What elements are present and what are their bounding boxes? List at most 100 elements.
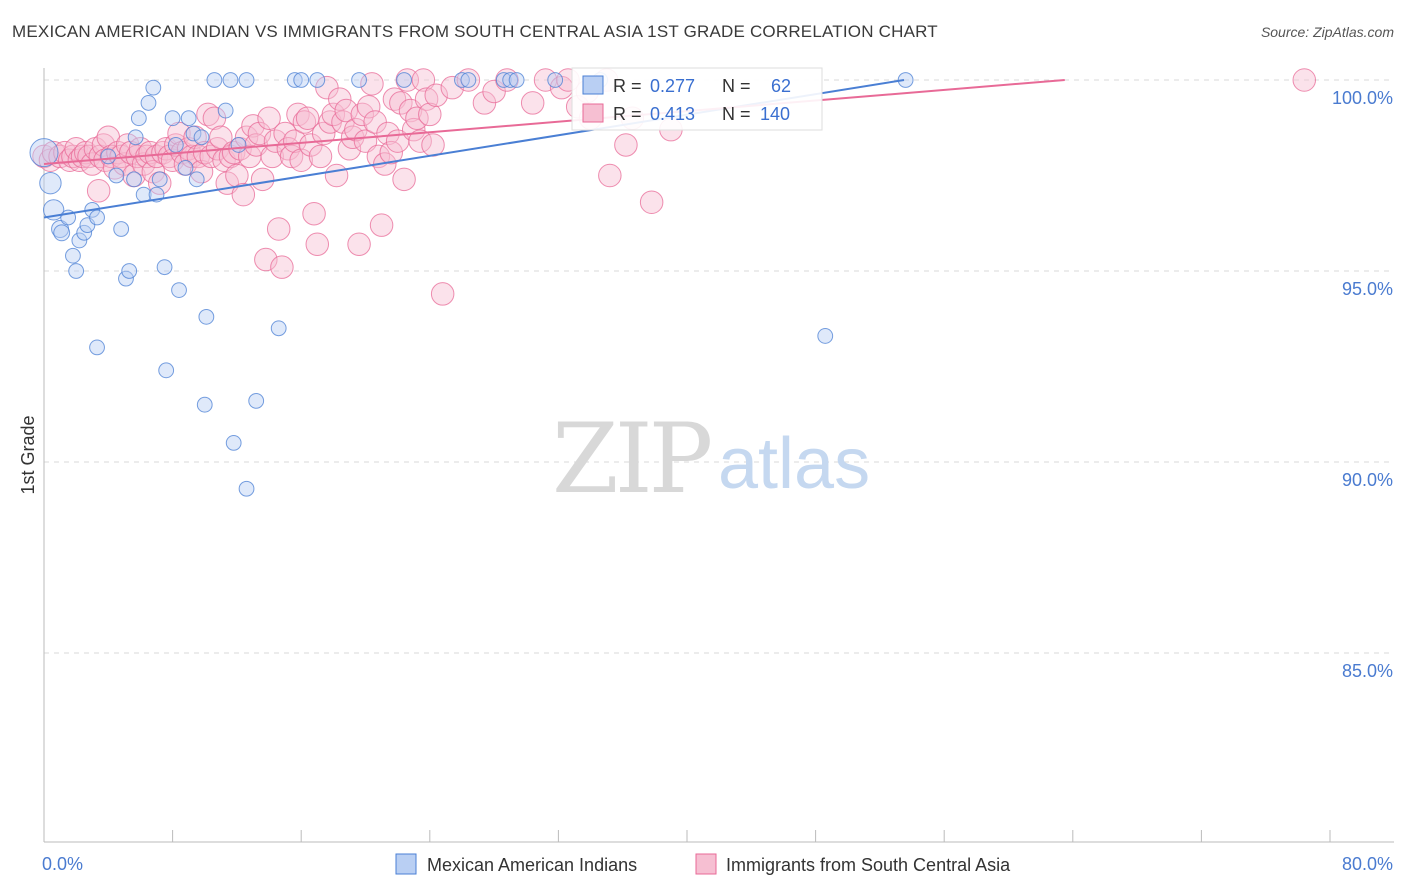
scatter-point bbox=[295, 106, 320, 130]
legend-swatch-pink bbox=[582, 103, 604, 123]
n-label-2: N = bbox=[722, 104, 751, 124]
scatter-point bbox=[430, 282, 455, 306]
scatter-point bbox=[366, 144, 391, 169]
scatter-point bbox=[302, 201, 326, 226]
scatter-point bbox=[502, 72, 519, 88]
scatter-point bbox=[424, 83, 448, 108]
scatter-point bbox=[614, 133, 638, 157]
scatter-point bbox=[353, 129, 378, 153]
scatter-point bbox=[32, 144, 56, 169]
trend-line-immigrants bbox=[43, 79, 1065, 166]
scatter-point bbox=[158, 362, 175, 379]
chart-title: MEXICAN AMERICAN INDIAN VS IMMIGRANTS FR… bbox=[12, 22, 938, 41]
scatter-point bbox=[309, 72, 326, 88]
scatter-point bbox=[398, 98, 423, 123]
scatter-point bbox=[164, 110, 181, 127]
scatter-point bbox=[167, 137, 184, 153]
scatter-point bbox=[270, 255, 294, 279]
scatter-point bbox=[495, 72, 512, 88]
scatter-point bbox=[347, 232, 371, 257]
scatter-point bbox=[389, 91, 413, 115]
bottom-legend-label-1: Mexican American Indians bbox=[427, 855, 637, 875]
scatter-point bbox=[86, 179, 111, 203]
scatter-point bbox=[118, 270, 134, 287]
scatter-point bbox=[350, 102, 375, 127]
scatter-point bbox=[311, 121, 336, 146]
scatter-point bbox=[254, 247, 278, 272]
n-label-1: N = bbox=[722, 76, 751, 96]
scatter-point bbox=[324, 163, 349, 188]
watermark-zip: ZIP bbox=[552, 403, 711, 515]
scatter-point bbox=[189, 159, 214, 184]
y-tick-label: 100.0% bbox=[1332, 88, 1393, 108]
series-mexican-american-points bbox=[29, 72, 914, 497]
scatter-point bbox=[89, 339, 105, 356]
r-label-2: R = bbox=[613, 104, 642, 124]
scatter-point bbox=[231, 182, 256, 207]
scatter-point bbox=[817, 328, 834, 344]
scatter-point bbox=[206, 72, 223, 88]
scatter-point bbox=[293, 72, 310, 88]
scatter-point bbox=[308, 144, 333, 169]
watermark: ZIP atlas bbox=[552, 403, 870, 515]
scatter-point bbox=[411, 68, 436, 92]
scatter-point bbox=[188, 171, 205, 188]
scatter-point bbox=[151, 171, 168, 188]
scatter-point bbox=[193, 129, 210, 146]
axes bbox=[43, 68, 1394, 843]
scatter-point bbox=[99, 144, 124, 169]
scatter-point bbox=[127, 129, 144, 146]
scatter-point bbox=[218, 144, 243, 169]
scatter-point bbox=[337, 137, 362, 161]
scatter-point bbox=[270, 320, 287, 337]
scatter-point bbox=[68, 263, 85, 279]
scatter-point bbox=[401, 117, 426, 142]
scatter-point bbox=[369, 213, 394, 237]
scatter-point bbox=[241, 114, 265, 138]
bottom-legend-swatch-blue bbox=[395, 853, 417, 875]
y-tick-label: 95.0% bbox=[1342, 279, 1393, 299]
r-value-2: 0.413 bbox=[650, 104, 695, 124]
x-ticks bbox=[43, 830, 1331, 842]
scatter-point bbox=[598, 163, 622, 188]
scatter-point bbox=[321, 102, 346, 127]
x-tick-label-max: 80.0% bbox=[1342, 854, 1393, 874]
scatter-point bbox=[140, 95, 157, 111]
scatter-point bbox=[217, 102, 234, 119]
scatter-point bbox=[39, 171, 62, 195]
scatter-point bbox=[292, 110, 317, 134]
scatter-point bbox=[64, 137, 88, 161]
scatter-point bbox=[356, 94, 381, 119]
y-tick-label: 85.0% bbox=[1342, 661, 1393, 681]
scatter-point bbox=[221, 140, 246, 165]
scatter-point bbox=[283, 129, 307, 153]
x-tick-label-min: 0.0% bbox=[42, 854, 83, 874]
scatter-point bbox=[418, 102, 442, 127]
watermark-atlas: atlas bbox=[718, 424, 870, 504]
scatter-point bbox=[405, 106, 429, 130]
scatter-point bbox=[198, 308, 215, 325]
scatter-point bbox=[250, 167, 275, 192]
correlation-legend: R = 0.277 N = 62 R = 0.413 N = 140 bbox=[571, 67, 823, 131]
scatter-point bbox=[456, 68, 481, 92]
scatter-point bbox=[180, 110, 197, 127]
n-value-2: 140 bbox=[760, 104, 790, 124]
scatter-point bbox=[177, 159, 194, 176]
scatter-point bbox=[196, 396, 213, 413]
scatter-point bbox=[238, 72, 255, 88]
scatter-point bbox=[91, 133, 116, 157]
scatter-point bbox=[89, 209, 105, 226]
scatter-point bbox=[234, 125, 259, 150]
scatter-point bbox=[138, 140, 162, 165]
scatter-point bbox=[121, 263, 138, 279]
scatter-point bbox=[351, 72, 367, 88]
scatter-point bbox=[547, 72, 564, 88]
scatter-point bbox=[286, 102, 310, 127]
r-label-1: R = bbox=[613, 76, 642, 96]
scatter-point bbox=[263, 129, 288, 153]
scatter-point bbox=[379, 140, 403, 165]
scatter-point bbox=[460, 72, 477, 88]
scatter-point bbox=[257, 106, 281, 130]
scatter-point bbox=[414, 87, 439, 111]
